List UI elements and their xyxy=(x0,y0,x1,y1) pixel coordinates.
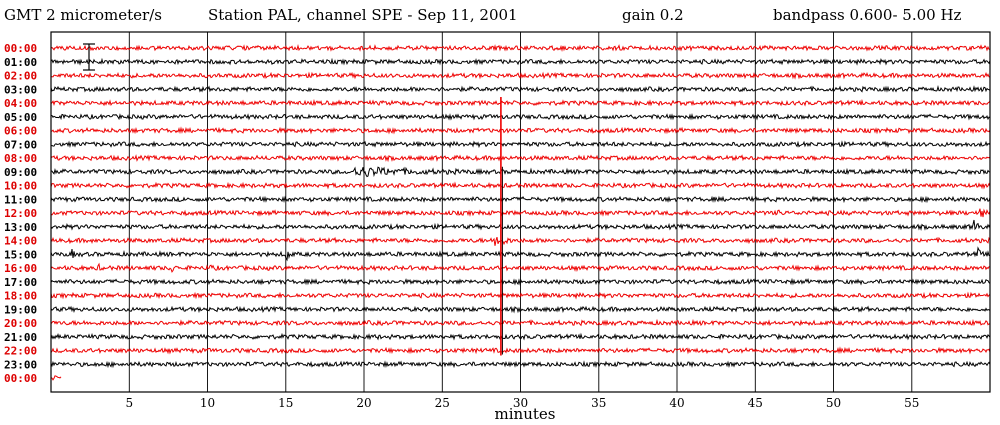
x-tick-label: 20 xyxy=(356,396,371,410)
trace-17 xyxy=(50,277,991,286)
row-label: 23:00 xyxy=(4,358,37,371)
title-units: GMT 2 micrometer/s xyxy=(4,6,162,24)
x-axis-label: minutes xyxy=(495,405,556,423)
row-label: 00:00 xyxy=(4,42,37,55)
trace-0 xyxy=(50,44,991,53)
x-tick-label: 55 xyxy=(904,396,919,410)
row-label: 08:00 xyxy=(4,152,37,165)
trace-16 xyxy=(50,262,991,273)
x-tick-label: 10 xyxy=(200,396,215,410)
row-label: 20:00 xyxy=(4,317,37,330)
hour-labels: 00:0001:0002:0003:0004:0005:0006:0007:00… xyxy=(4,42,37,385)
trace-15 xyxy=(50,246,991,262)
row-label: 19:00 xyxy=(4,303,37,316)
x-tick-labels: 5 10 15 20 25 30 35 40 45 50 55 xyxy=(125,396,919,410)
trace-4 xyxy=(50,98,991,107)
trace-20 xyxy=(50,318,991,327)
row-label: 10:00 xyxy=(4,180,37,193)
trace-19 xyxy=(50,305,991,314)
trace-21 xyxy=(50,332,991,341)
x-tick-label: 50 xyxy=(826,396,841,410)
trace-14 xyxy=(50,236,991,246)
row-label: 13:00 xyxy=(4,221,37,234)
row-label: 01:00 xyxy=(4,56,37,69)
row-label: 14:00 xyxy=(4,235,37,248)
title-gain: gain 0.2 xyxy=(622,6,684,24)
title-station: Station PAL, channel SPE - Sep 11, 2001 xyxy=(208,6,518,24)
row-label: 15:00 xyxy=(4,248,37,261)
row-label: 21:00 xyxy=(4,331,37,344)
row-label: 03:00 xyxy=(4,83,37,96)
title-bandpass: bandpass 0.600- 5.00 Hz xyxy=(773,6,962,24)
trace-9 xyxy=(50,166,991,178)
trace-5 xyxy=(50,112,991,121)
x-tick-label: 30 xyxy=(513,396,528,410)
trace-7 xyxy=(50,140,991,149)
trace-6 xyxy=(51,126,991,135)
trace-11 xyxy=(50,195,991,204)
trace-23 xyxy=(50,360,991,369)
x-tick-label: 40 xyxy=(669,396,684,410)
row-label: 02:00 xyxy=(4,70,37,83)
x-tick-label: 25 xyxy=(435,396,450,410)
row-label: 05:00 xyxy=(4,111,37,124)
row-label: 18:00 xyxy=(4,290,37,303)
row-label: 04:00 xyxy=(4,97,37,110)
trace-10 xyxy=(50,181,991,190)
row-label: 17:00 xyxy=(4,276,37,289)
trace-3 xyxy=(50,84,991,93)
plot-frame xyxy=(50,31,991,393)
trace-2 xyxy=(51,71,991,80)
trace-22 xyxy=(50,346,991,355)
row-label: 00:00 xyxy=(4,372,37,385)
row-label: 16:00 xyxy=(4,262,37,275)
trace-13 xyxy=(50,219,991,232)
trace-8 xyxy=(50,154,991,163)
trace-12 xyxy=(50,208,991,218)
row-label: 09:00 xyxy=(4,166,37,179)
row-label: 06:00 xyxy=(4,125,37,138)
trace-1 xyxy=(50,57,991,66)
scale-bar xyxy=(83,43,95,71)
x-tick-label: 5 xyxy=(125,396,133,410)
x-tick-label: 45 xyxy=(748,396,763,410)
x-tick-label: 15 xyxy=(278,396,293,410)
row-label: 12:00 xyxy=(4,207,37,220)
seismic-traces xyxy=(50,44,991,381)
x-tick-label: 35 xyxy=(591,396,606,410)
trace-24 xyxy=(50,375,62,381)
trace-18 xyxy=(50,291,991,300)
row-label: 11:00 xyxy=(4,193,37,206)
row-label: 22:00 xyxy=(4,345,37,358)
row-label: 07:00 xyxy=(4,138,37,151)
